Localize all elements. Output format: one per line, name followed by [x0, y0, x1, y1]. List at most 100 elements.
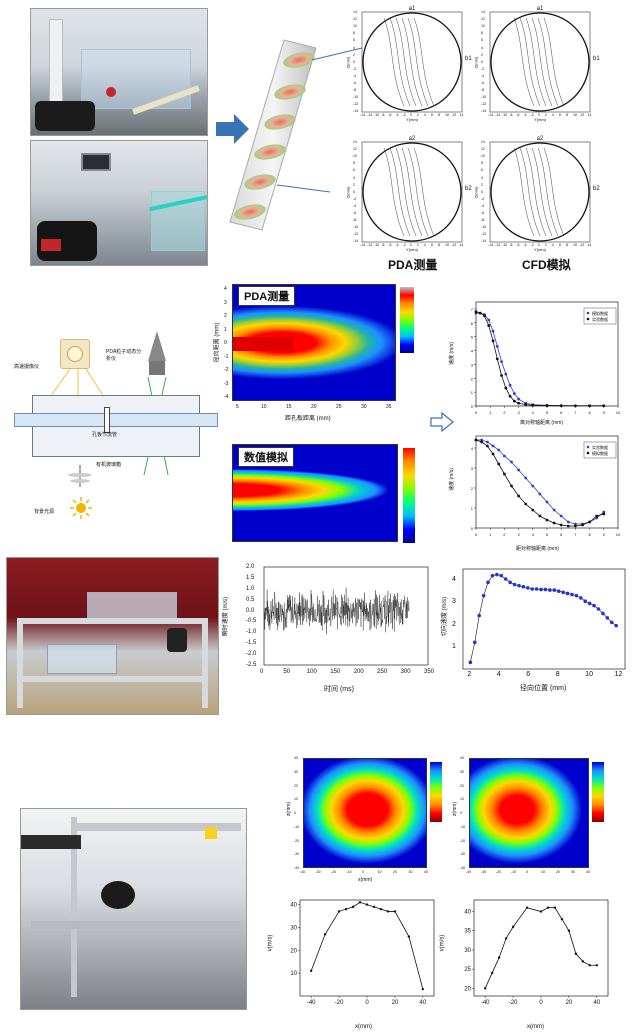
- tangential-velocity-chart: [462, 568, 626, 670]
- data-point: [495, 344, 499, 348]
- map-ytick: -40: [294, 866, 300, 870]
- map-xtick: -10: [511, 870, 517, 874]
- y-tick-label: 1: [471, 506, 474, 511]
- contour-xtick: -2: [402, 243, 406, 247]
- contour-xtick: 6: [559, 243, 561, 247]
- ts-xtick: 150: [330, 669, 341, 675]
- data-point: [499, 573, 504, 578]
- label-light: 背景光源: [34, 509, 55, 515]
- y-tick-label: 0: [471, 404, 474, 409]
- map-ytick: 10: [460, 797, 464, 802]
- contour-line: [513, 147, 535, 237]
- x-tick-label: -20: [335, 1000, 344, 1006]
- rc1-ylabel: 速度 (m/s): [448, 342, 455, 365]
- data-point: [487, 318, 491, 322]
- prof-xtick: 6: [526, 671, 531, 678]
- ts-xtick: 0: [260, 669, 264, 675]
- x-tick-label: -20: [509, 1000, 518, 1006]
- contour-ytick: 6: [353, 168, 355, 173]
- data-point: [602, 404, 606, 408]
- contour-xtick: 10: [573, 113, 578, 117]
- y-tick-label: 5: [471, 335, 474, 340]
- plot-frame: [473, 899, 609, 997]
- x-tick-label: 1: [489, 532, 492, 537]
- map-xtick: -20: [331, 870, 337, 874]
- legend-label: 实验数据: [592, 316, 608, 322]
- ts-ytick: 0.0: [246, 607, 255, 614]
- time-series-chart: [263, 566, 429, 666]
- y-tick-label: 4: [471, 349, 474, 354]
- legend-label: 实验数据: [592, 444, 608, 450]
- data-point: [588, 404, 591, 408]
- y-tick-label: 35: [464, 929, 471, 935]
- label-valve: 孔板节流管: [92, 432, 118, 438]
- data-point: [500, 374, 503, 377]
- contour-line: [383, 17, 405, 107]
- contour-ytick: -8: [481, 88, 485, 93]
- lc2-ylabel: v(m/s): [439, 934, 446, 952]
- velocity-line-chart-1: -40 -20 0 20 40 40 30 20 10: [290, 899, 435, 1006]
- pda-xtick: 20: [311, 404, 317, 410]
- contour-line: [401, 147, 423, 237]
- contour-line: [537, 147, 559, 237]
- data-point: [531, 403, 535, 407]
- data-point: [552, 588, 557, 592]
- data-point: [538, 514, 542, 518]
- x-tick-label: 5: [546, 410, 549, 415]
- lab-photo-1: [30, 8, 208, 136]
- y-tick-label: 20: [464, 986, 471, 992]
- data-point: [481, 593, 486, 598]
- series-line: [263, 587, 410, 635]
- data-point: [531, 484, 535, 488]
- data-point: [602, 510, 606, 514]
- x-tick-label: 8: [588, 532, 591, 537]
- data-point: [587, 601, 592, 606]
- x-tick-label: 1: [489, 410, 492, 415]
- map-xtick: 40: [424, 870, 428, 874]
- pda-xlabel: 距孔板距离 (mm): [285, 416, 331, 422]
- x-tick-label: 4: [532, 532, 535, 537]
- contour-ytick: -6: [353, 81, 357, 85]
- data-point: [511, 925, 515, 929]
- contour-ytick: -10: [481, 225, 487, 230]
- data-point: [595, 514, 599, 518]
- data-point: [512, 392, 516, 395]
- sim-title: 数值模拟: [238, 447, 294, 467]
- contour-ylabel: Z(mm): [473, 186, 479, 199]
- data-point: [546, 906, 550, 909]
- x-tick-label: 20: [392, 1000, 399, 1006]
- contour-xtick: -6: [388, 243, 392, 247]
- data-point: [545, 518, 549, 522]
- contour-xtick: -6: [388, 113, 392, 117]
- contour-xtick: 0: [537, 243, 540, 247]
- contour-ytick: 4: [353, 45, 355, 50]
- data-point: [567, 929, 571, 932]
- prof-ytick: 2: [452, 620, 456, 628]
- contour-side-label: b1: [593, 56, 600, 62]
- contour-circle: [490, 142, 590, 242]
- contour-xtick: 14: [587, 113, 592, 117]
- contour-xtick: -6: [516, 243, 520, 247]
- contour-title: a1: [537, 6, 544, 12]
- contour-ytick: 0: [481, 189, 483, 194]
- data-point: [495, 572, 499, 577]
- lab-photo-3: [6, 557, 219, 715]
- contour-ytick: 6: [481, 38, 483, 43]
- contour-ytick: -12: [353, 232, 359, 237]
- data-point: [497, 956, 501, 959]
- legend-marker: [586, 451, 590, 455]
- contour-ylabel: Z(mm): [345, 186, 351, 199]
- data-point: [491, 452, 495, 456]
- ts-ytick: 1.5: [246, 574, 255, 581]
- pda-ytick: 0: [224, 340, 227, 346]
- prof-xlabel: 径向位置 (mm): [520, 685, 567, 692]
- rc2-ylabel: 速度 (m/s): [448, 468, 455, 491]
- contour-xlabel: Y(mm): [406, 247, 419, 252]
- contour-line: [413, 147, 435, 237]
- pda-probe-icon: [148, 331, 166, 375]
- y-tick-label: 30: [464, 948, 471, 954]
- data-point: [485, 444, 489, 448]
- data-point: [490, 573, 495, 578]
- y-tick-label: 3: [471, 466, 474, 471]
- pda-ytick: -1: [224, 353, 229, 360]
